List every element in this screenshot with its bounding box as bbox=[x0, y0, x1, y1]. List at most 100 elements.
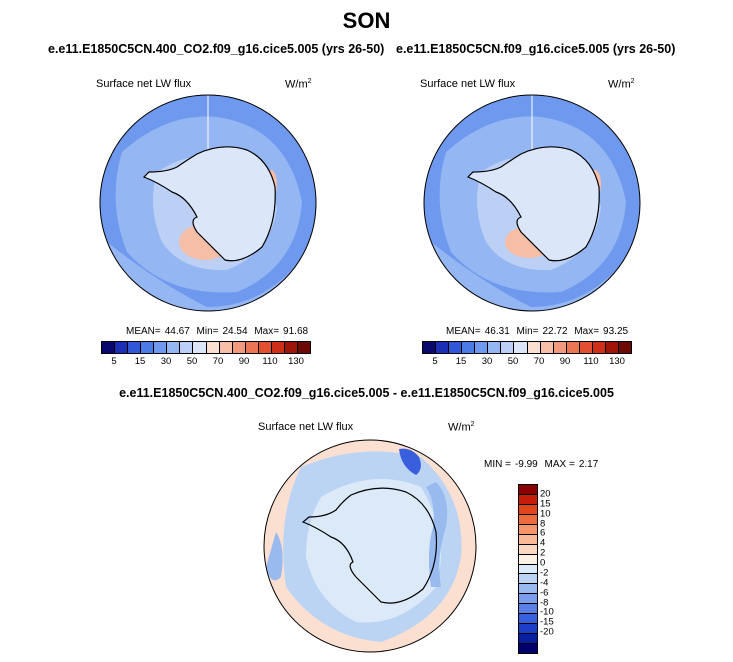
colorbar-swatch bbox=[519, 534, 537, 545]
colorbar-swatch bbox=[271, 342, 285, 353]
colorbar-swatch bbox=[475, 342, 489, 353]
panel-1-polar-map bbox=[99, 94, 317, 312]
colorbar-swatch bbox=[519, 594, 537, 605]
colorbar-swatch bbox=[128, 342, 142, 353]
colorbar-tick-label: 30 bbox=[481, 356, 493, 367]
colorbar-swatch bbox=[540, 342, 554, 353]
colorbar-swatch bbox=[519, 485, 537, 495]
colorbar-swatch bbox=[605, 342, 619, 353]
colorbar-swatch bbox=[219, 342, 233, 353]
colorbar-swatch bbox=[232, 342, 246, 353]
panel-1-case-title: e.e11.E1850C5CN.400_CO2.f09_g16.cice5.00… bbox=[48, 42, 385, 56]
colorbar-swatch bbox=[488, 342, 502, 353]
colorbar-swatch bbox=[592, 342, 606, 353]
colorbar-swatch bbox=[519, 614, 537, 625]
colorbar-swatch bbox=[167, 342, 181, 353]
colorbar-swatch bbox=[102, 342, 116, 353]
colorbar-swatch bbox=[519, 624, 537, 635]
colorbar-tick-label: 50 bbox=[507, 356, 519, 367]
colorbar-swatch bbox=[206, 342, 220, 353]
colorbar-tick-label: -10 bbox=[540, 606, 554, 618]
colorbar-swatch bbox=[284, 342, 298, 353]
panel-2-case-title: e.e11.E1850C5CN.f09_g16.cice5.005 (yrs 2… bbox=[396, 42, 676, 56]
colorbar-tick-label: -6 bbox=[540, 587, 549, 599]
colorbar-tick-label: 70 bbox=[533, 356, 545, 367]
diff-colorbar-ticks: 20 15 10 8 6 4 2 0 -2 -4 -6 -8 -10 -15 -20 bbox=[540, 484, 570, 652]
colorbar-swatch bbox=[519, 604, 537, 615]
colorbar-tick-label: 50 bbox=[186, 356, 198, 367]
colorbar-tick-label: -2 bbox=[540, 567, 549, 579]
colorbar-tick-label: -8 bbox=[540, 597, 549, 609]
colorbar-tick-label: 6 bbox=[540, 527, 546, 539]
diff-stats: MIN = -9.99 MAX = 2.17 bbox=[484, 459, 599, 470]
colorbar-tick-label: 2 bbox=[540, 547, 546, 559]
colorbar-tick-label: 8 bbox=[540, 518, 546, 530]
colorbar-swatch bbox=[519, 584, 537, 595]
panel-1-colorbar bbox=[101, 341, 311, 354]
panel-1-stats: MEAN= 44.67 Min= 24.54 Max= 91.68 bbox=[126, 326, 309, 337]
panel-2-colorbar bbox=[422, 341, 632, 354]
panel-1-units: W/m2 bbox=[285, 78, 312, 91]
colorbar-swatch bbox=[553, 342, 567, 353]
map-border bbox=[263, 439, 477, 653]
colorbar-tick-label: 4 bbox=[540, 537, 546, 549]
colorbar-swatch bbox=[193, 342, 207, 353]
colorbar-tick-label: 5 bbox=[432, 356, 438, 367]
colorbar-swatch bbox=[527, 342, 541, 353]
colorbar-tick-label: 15 bbox=[540, 498, 551, 510]
colorbar-swatch bbox=[180, 342, 194, 353]
antarctica-coastline bbox=[301, 487, 438, 604]
colorbar-tick-label: 15 bbox=[455, 356, 467, 367]
colorbar-tick-label: -20 bbox=[540, 626, 554, 638]
colorbar-swatch bbox=[519, 544, 537, 555]
colorbar-tick-label: -15 bbox=[540, 616, 554, 628]
colorbar-tick-label: 110 bbox=[262, 356, 278, 367]
antarctica-coastline bbox=[142, 146, 276, 262]
west-negative-band bbox=[266, 532, 283, 581]
colorbar-swatch bbox=[519, 524, 537, 535]
colorbar-swatch bbox=[519, 564, 537, 575]
colorbar-tick-label: 90 bbox=[238, 356, 250, 367]
map-border bbox=[423, 94, 641, 312]
panel-1-variable-label: Surface net LW flux bbox=[96, 78, 192, 90]
panel-2-polar-map bbox=[423, 94, 641, 312]
inner-negative-band bbox=[306, 479, 441, 623]
strong-negative-anomaly bbox=[399, 448, 421, 475]
diff-colorbar bbox=[518, 484, 538, 654]
colorbar-swatch bbox=[514, 342, 528, 353]
panel-2-units: W/m2 bbox=[608, 78, 635, 91]
colorbar-tick-label: 15 bbox=[134, 356, 146, 367]
diff-units: W/m2 bbox=[448, 421, 475, 434]
colorbar-swatch bbox=[436, 342, 450, 353]
colorbar-tick-label: 110 bbox=[583, 356, 599, 367]
panel-2-variable-label: Surface net LW flux bbox=[420, 78, 516, 90]
colorbar-swatch bbox=[245, 342, 259, 353]
colorbar-swatch bbox=[297, 342, 310, 353]
colorbar-swatch bbox=[423, 342, 437, 353]
antarctica-coastline bbox=[466, 146, 600, 262]
colorbar-tick-label: 130 bbox=[609, 356, 625, 367]
colorbar-swatch bbox=[462, 342, 476, 353]
colorbar-swatch bbox=[141, 342, 155, 353]
colorbar-tick-label: 20 bbox=[540, 488, 551, 500]
page-title: SON bbox=[342, 8, 391, 33]
colorbar-swatch bbox=[519, 504, 537, 515]
colorbar-tick-label: 30 bbox=[160, 356, 172, 367]
colorbar-swatch bbox=[154, 342, 168, 353]
colorbar-tick-label: 0 bbox=[540, 557, 546, 569]
colorbar-swatch bbox=[501, 342, 515, 353]
colorbar-swatch bbox=[449, 342, 463, 353]
colorbar-swatch bbox=[258, 342, 272, 353]
colorbar-swatch bbox=[115, 342, 129, 353]
colorbar-swatch bbox=[579, 342, 593, 353]
colorbar-tick-label: 70 bbox=[212, 356, 224, 367]
colorbar-swatch bbox=[519, 574, 537, 585]
colorbar-tick-label: -4 bbox=[540, 577, 549, 589]
colorbar-tick-label: 5 bbox=[111, 356, 117, 367]
panel-2-stats: MEAN= 46.31 Min= 22.72 Max= 93.25 bbox=[446, 326, 629, 337]
diff-title: e.e11.E1850C5CN.400_CO2.f09_g16.cice5.00… bbox=[119, 386, 614, 400]
colorbar-tick-label: 130 bbox=[288, 356, 304, 367]
colorbar-swatch bbox=[566, 342, 580, 353]
colorbar-swatch bbox=[519, 644, 537, 653]
diff-variable-label: Surface net LW flux bbox=[258, 421, 354, 433]
